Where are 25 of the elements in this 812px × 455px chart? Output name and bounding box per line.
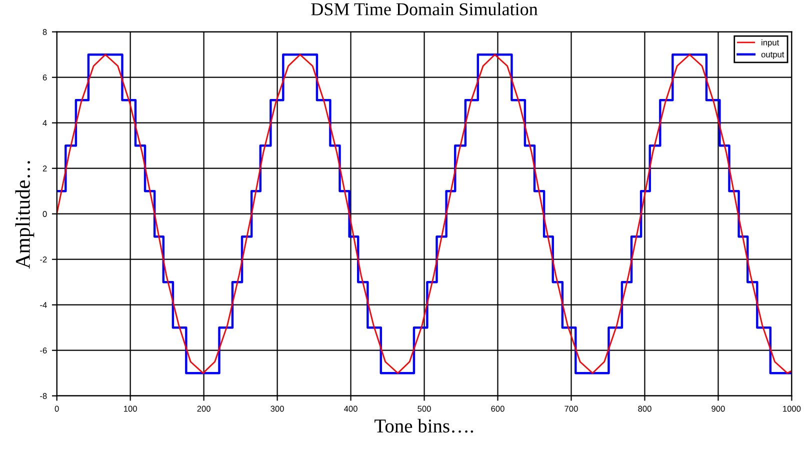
y-tick-label: 4 <box>42 120 47 126</box>
y-tick-label: -6 <box>40 348 47 354</box>
legend-label: output <box>761 52 784 60</box>
x-tick-label: 700 <box>564 406 578 412</box>
x-tick-label: 400 <box>344 406 358 412</box>
x-tick-label: 600 <box>491 406 504 412</box>
y-axis-title: Amplitude… <box>15 161 34 269</box>
x-tick-label: 100 <box>124 406 137 412</box>
x-axis-title: Tone bins…. <box>374 418 474 433</box>
y-tick-label: 0 <box>42 211 47 217</box>
y-tick-label: 2 <box>42 166 47 172</box>
x-tick-label: 800 <box>638 406 652 412</box>
y-tick-label: -8 <box>40 393 47 399</box>
x-tick-label: 300 <box>270 406 284 412</box>
legend-label: input <box>762 39 780 48</box>
y-tick-label: 6 <box>42 74 47 80</box>
x-tick-label: 500 <box>418 406 431 412</box>
y-tick-label: -2 <box>40 256 47 262</box>
x-tick-label: 900 <box>712 406 725 412</box>
y-tick-label: -4 <box>40 302 47 308</box>
x-tick-label: 0 <box>54 406 59 412</box>
x-tick-label: 200 <box>197 406 210 412</box>
x-tick-label: 1000 <box>783 406 801 412</box>
y-tick-label: 8 <box>42 29 47 35</box>
chart-title: DSM Time Domain Simulation <box>311 2 538 16</box>
